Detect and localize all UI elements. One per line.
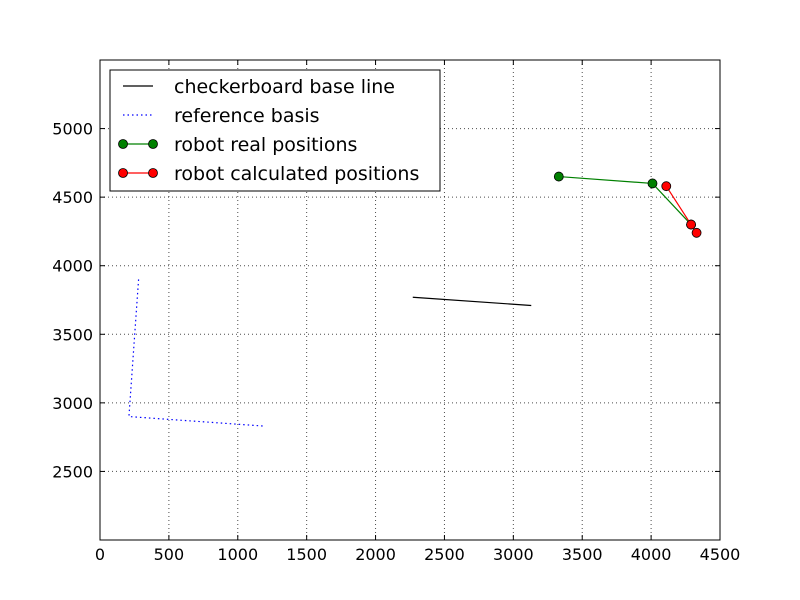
legend-swatch-marker — [148, 139, 158, 149]
x-tick-label: 2500 — [424, 545, 465, 564]
y-tick-label: 4500 — [52, 188, 93, 207]
x-tick-label: 4500 — [700, 545, 741, 564]
x-tick-label: 1000 — [217, 545, 258, 564]
data-point-robot-calculated-positions — [691, 227, 702, 238]
legend-swatch-marker — [148, 168, 158, 178]
legend-entry-robot-real-positions: robot real positions — [118, 134, 357, 156]
grid — [100, 60, 720, 540]
y-tick-label: 5000 — [52, 120, 93, 139]
series-line-reference-basis — [128, 279, 266, 427]
x-tick-label: 4000 — [631, 545, 672, 564]
data-point-robot-real-positions — [647, 178, 658, 189]
legend-entry-robot-calculated-positions: robot calculated positions — [118, 163, 419, 185]
legend-entry-reference-basis: reference basis — [123, 105, 320, 127]
series-layer — [128, 171, 702, 427]
legend-label: robot real positions — [174, 134, 357, 156]
legend-box — [109, 69, 441, 192]
x-tick-label: 0 — [95, 545, 105, 564]
y-tick-label: 3000 — [52, 394, 93, 413]
y-tick-label: 4000 — [52, 257, 93, 276]
data-point-robot-calculated-positions — [686, 219, 696, 230]
series-robot-calculated-positions — [661, 181, 702, 238]
x-tick-label: 2000 — [355, 545, 396, 564]
legend-entry-checkerboard-base-line: checkerboard base line — [123, 76, 395, 98]
legend: checkerboard base line reference basis rob… — [109, 69, 441, 192]
legend-swatch-marker — [118, 168, 128, 178]
x-tick-label: 3000 — [493, 545, 534, 564]
plot-frame — [99, 59, 721, 541]
y-tick-label: 2500 — [52, 462, 93, 481]
data-point-robot-real-positions — [553, 171, 564, 182]
series-line-checkerboard-base-line — [412, 296, 532, 307]
legend-label: checkerboard base line — [174, 76, 395, 98]
y-tick-label: 3500 — [52, 325, 93, 344]
x-tick-label: 1500 — [286, 545, 327, 564]
axis-ticks: 0 500 1000 1500 2000 2500 3000 3500 4000 4500 2500… — [52, 60, 740, 564]
x-tick-label: 3500 — [562, 545, 603, 564]
legend-swatch-marker — [118, 139, 128, 149]
series-checkerboard-base-line — [412, 296, 532, 307]
series-reference-basis — [128, 279, 266, 427]
x-tick-label: 500 — [154, 545, 185, 564]
legend-label: robot calculated positions — [174, 163, 419, 185]
legend-label: reference basis — [174, 105, 320, 127]
data-point-robot-calculated-positions — [661, 181, 672, 192]
